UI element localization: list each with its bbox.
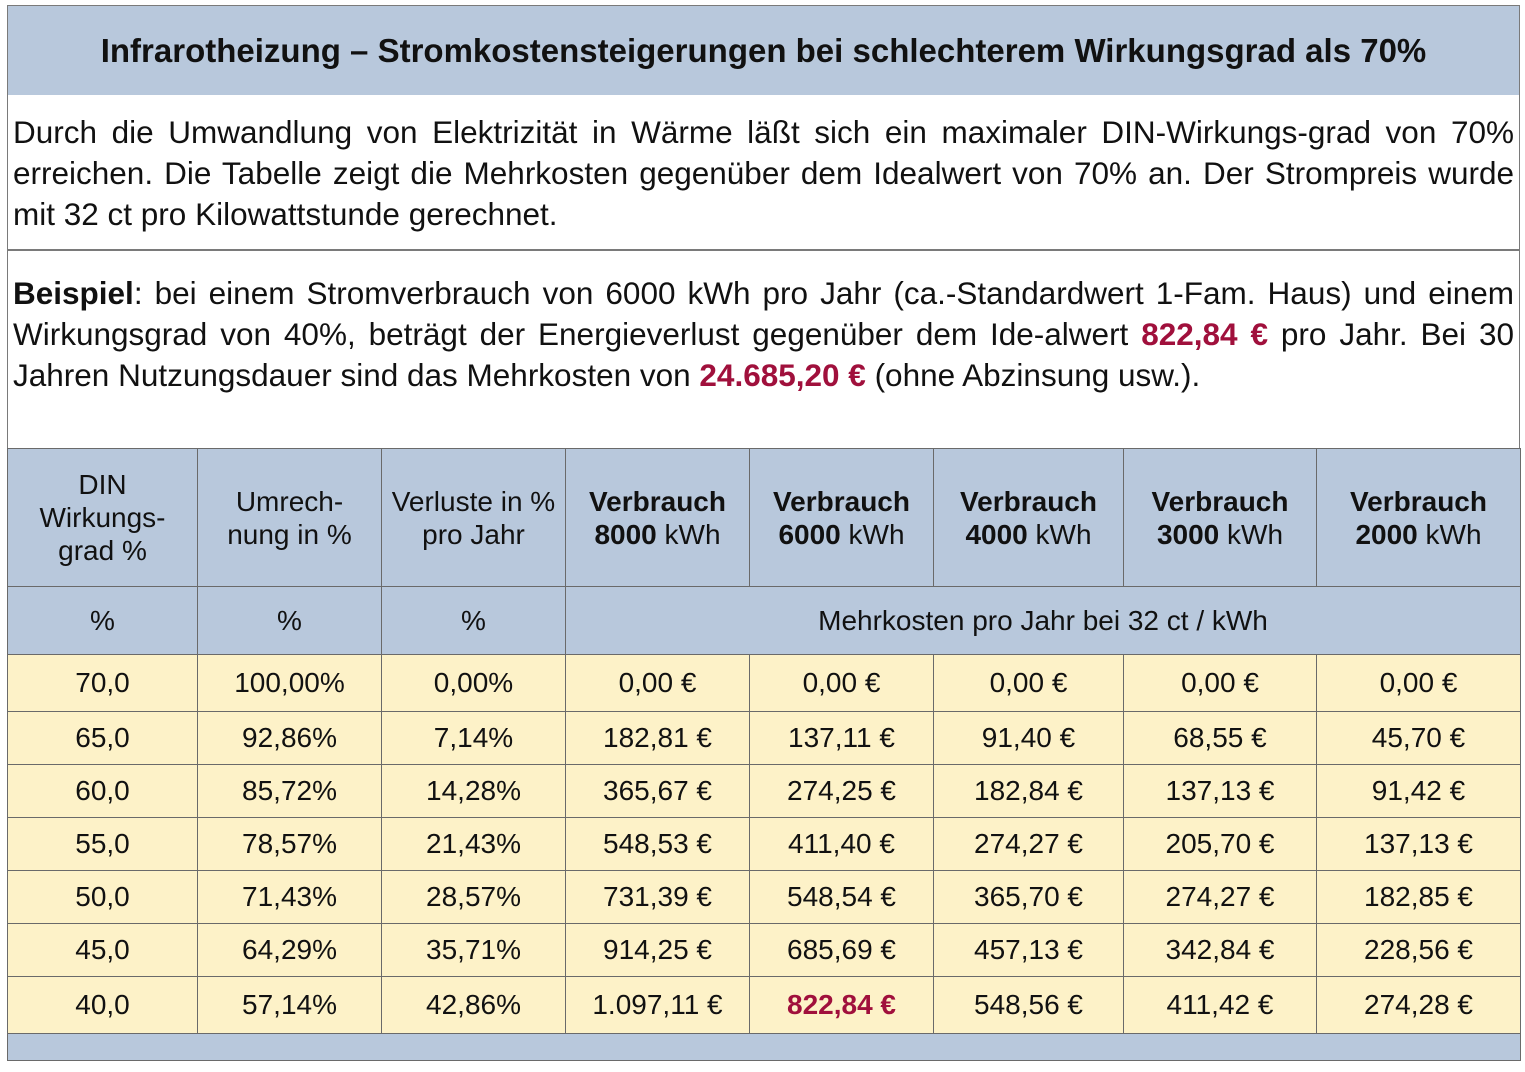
table-cell: 100,00% (197, 654, 382, 712)
table-row: 55,0 78,57% 21,43% 548,53 € 411,40 € 274… (7, 817, 1521, 871)
table-cell: 457,13 € (933, 923, 1124, 977)
table-cell: 182,84 € (933, 764, 1124, 818)
table-cell: 731,39 € (565, 870, 750, 924)
unit-cell: % (7, 586, 198, 655)
table-cell: 7,14% (381, 711, 566, 765)
table-cell: 85,72% (197, 764, 382, 818)
header-verbrauch-8000: Verbrauch 8000 kWh (565, 448, 750, 587)
table-cell: 55,0 (7, 817, 198, 871)
example-text-2: pro Jahr. Bei 30 Jahren Nutzungsdauer si… (13, 316, 1515, 393)
table-cell: 21,43% (381, 817, 566, 871)
table-cell: 0,00 € (1123, 654, 1317, 712)
header-verbrauch-4000: Verbrauch 4000 kWh (933, 448, 1124, 587)
table-cell: 0,00 € (933, 654, 1124, 712)
table-cell: 342,84 € (1123, 923, 1317, 977)
table-row: 40,0 57,14% 42,86% 1.097,11 € 822,84 € 5… (7, 976, 1521, 1034)
example-amount-total: 24.685,20 € (699, 357, 866, 393)
header-din-wirkungsgrad: DIN Wirkungs- grad % (7, 448, 198, 587)
table-cell: 57,14% (197, 976, 382, 1034)
table-cell: 50,0 (7, 870, 198, 924)
header-row: DIN Wirkungs- grad % Umrech- nung in % V… (7, 448, 1521, 587)
table-cell: 35,71% (381, 923, 566, 977)
table-cell: 914,25 € (565, 923, 750, 977)
header-verluste: Verluste in % pro Jahr (381, 448, 566, 587)
spreadsheet: Infrarotheizung – Stromkostensteigerunge… (7, 5, 1521, 1069)
table-cell: 274,28 € (1316, 976, 1521, 1034)
example-text-3: (ohne Abzinsung usw.). (865, 357, 1201, 393)
table-cell: 78,57% (197, 817, 382, 871)
table-cell: 685,69 € (749, 923, 934, 977)
table-cell: 28,57% (381, 870, 566, 924)
table-cell: 411,42 € (1123, 976, 1317, 1034)
table-row: 70,0 100,00% 0,00% 0,00 € 0,00 € 0,00 € … (7, 654, 1521, 712)
table-cell: 91,40 € (933, 711, 1124, 765)
table-cell: 548,54 € (749, 870, 934, 924)
table-cell: 42,86% (381, 976, 566, 1034)
footer-band (7, 1033, 1521, 1061)
header-verbrauch-6000: Verbrauch 6000 kWh (749, 448, 934, 587)
table-cell: 274,27 € (933, 817, 1124, 871)
unit-cell: % (197, 586, 382, 655)
table-cell: 60,0 (7, 764, 198, 818)
table-cell: 64,29% (197, 923, 382, 977)
table-cell: 70,0 (7, 654, 198, 712)
footer-row (7, 1033, 1521, 1061)
table-cell: 0,00% (381, 654, 566, 712)
table-cell: 0,00 € (749, 654, 934, 712)
table-cell: 411,40 € (749, 817, 934, 871)
table-cell: 365,67 € (565, 764, 750, 818)
table-cell: 137,13 € (1123, 764, 1317, 818)
cost-table: DIN Wirkungs- grad % Umrech- nung in % V… (7, 448, 1521, 1061)
highlighted-cell: 822,84 € (749, 976, 934, 1034)
header-verbrauch-2000: Verbrauch 2000 kWh (1316, 448, 1521, 587)
example-amount-yearly: 822,84 € (1141, 316, 1268, 352)
table-row: 45,0 64,29% 35,71% 914,25 € 685,69 € 457… (7, 923, 1521, 977)
mehrkosten-caption: Mehrkosten pro Jahr bei 32 ct / kWh (565, 586, 1521, 655)
page-title: Infrarotheizung – Stromkostensteigerunge… (7, 5, 1520, 96)
table-cell: 274,27 € (1123, 870, 1317, 924)
example-text-1: : bei einem Stromverbrauch von 6000 kWh … (13, 275, 1514, 352)
example-text: Beispiel: bei einem Stromverbrauch von 6… (8, 251, 1519, 396)
table-cell: 182,85 € (1316, 870, 1521, 924)
table-cell: 1.097,11 € (565, 976, 750, 1034)
table-cell: 274,25 € (749, 764, 934, 818)
unit-cell: % (381, 586, 566, 655)
table-cell: 40,0 (7, 976, 198, 1034)
table-cell: 65,0 (7, 711, 198, 765)
header-umrechnung: Umrech- nung in % (197, 448, 382, 587)
table-cell: 0,00 € (1316, 654, 1521, 712)
table-cell: 14,28% (381, 764, 566, 818)
example-label: Beispiel (13, 275, 134, 311)
table-cell: 45,0 (7, 923, 198, 977)
table-cell: 92,86% (197, 711, 382, 765)
table-cell: 182,81 € (565, 711, 750, 765)
table-row: 65,0 92,86% 7,14% 182,81 € 137,11 € 91,4… (7, 711, 1521, 765)
table-cell: 45,70 € (1316, 711, 1521, 765)
table-cell: 0,00 € (565, 654, 750, 712)
header-verbrauch-3000: Verbrauch 3000 kWh (1123, 448, 1317, 587)
table-cell: 365,70 € (933, 870, 1124, 924)
units-row: % % % Mehrkosten pro Jahr bei 32 ct / kW… (7, 586, 1521, 655)
table-row: 60,0 85,72% 14,28% 365,67 € 274,25 € 182… (7, 764, 1521, 818)
table-cell: 137,13 € (1316, 817, 1521, 871)
table-row: 50,0 71,43% 28,57% 731,39 € 548,54 € 365… (7, 870, 1521, 924)
intro-text: Durch die Umwandlung von Elektrizität in… (13, 114, 1514, 232)
table-cell: 228,56 € (1316, 923, 1521, 977)
table-cell: 91,42 € (1316, 764, 1521, 818)
table-cell: 68,55 € (1123, 711, 1317, 765)
table-cell: 137,11 € (749, 711, 934, 765)
table-cell: 205,70 € (1123, 817, 1317, 871)
table-cell: 548,53 € (565, 817, 750, 871)
example-paragraph: Beispiel: bei einem Stromverbrauch von 6… (7, 250, 1520, 450)
intro-paragraph: Durch die Umwandlung von Elektrizität in… (7, 95, 1520, 250)
table-cell: 548,56 € (933, 976, 1124, 1034)
table-cell: 71,43% (197, 870, 382, 924)
